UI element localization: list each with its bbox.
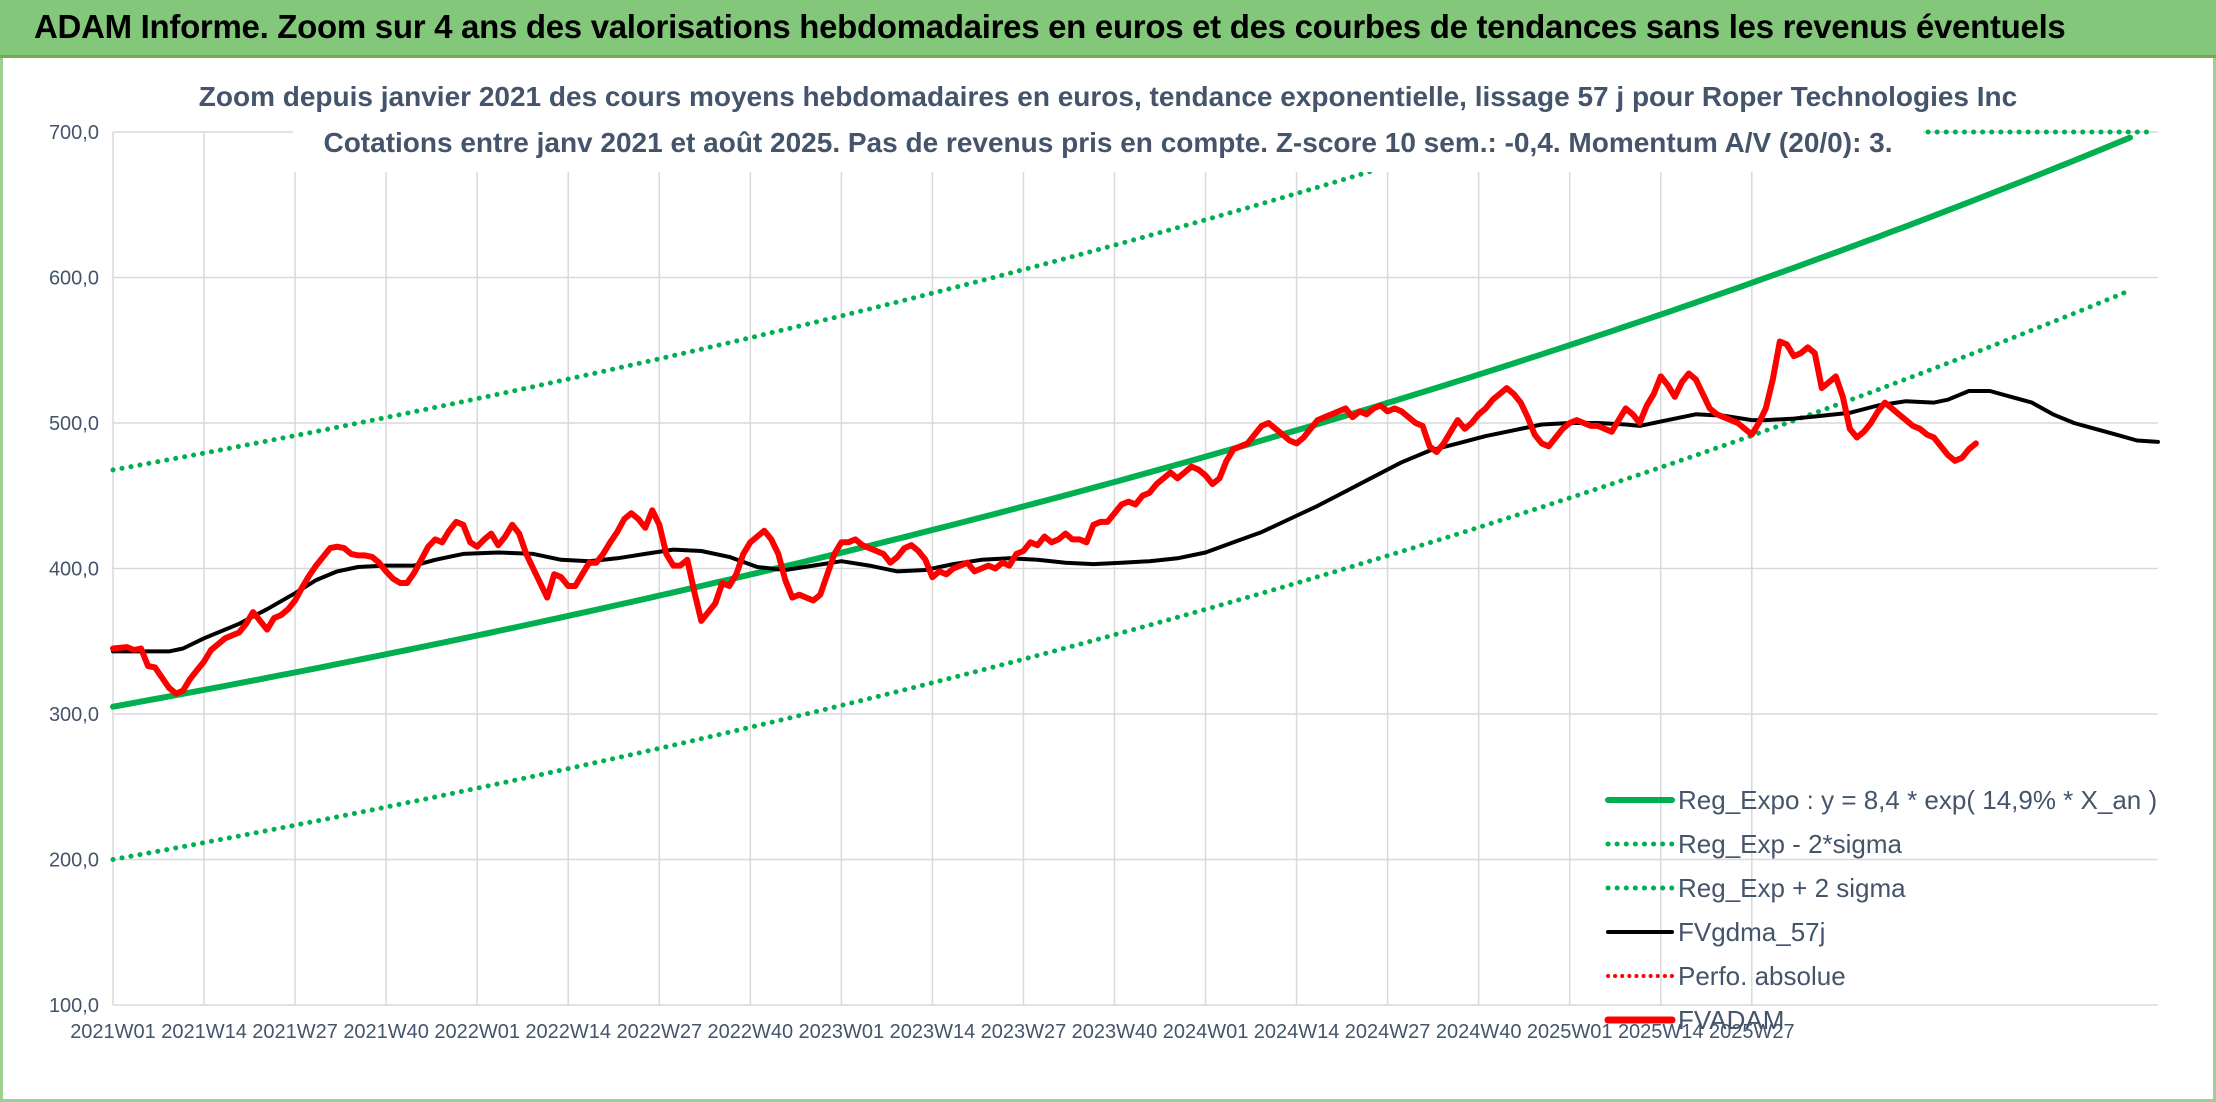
legend-label: Reg_Expo : y = 8,4 * exp( 14,9% * X_an )	[1678, 785, 2157, 815]
legend: Reg_Expo : y = 8,4 * exp( 14,9% * X_an )…	[1604, 785, 2157, 1035]
banner-title: ADAM Informe. Zoom sur 4 ans des valoris…	[34, 8, 2066, 45]
legend-label: Reg_Exp + 2 sigma	[1678, 873, 1906, 903]
x-tick-label: 2021W01	[70, 1021, 156, 1043]
x-tick-label: 2025W27	[1709, 1021, 1795, 1043]
moving-average-line	[111, 389, 2160, 654]
y-tick-label: 400,0	[49, 559, 99, 581]
x-tick-label: 2022W01	[434, 1021, 520, 1043]
x-tick-label: 2024W40	[1436, 1021, 1522, 1043]
y-tick-label: 600,0	[49, 268, 99, 290]
legend-label: FVgdma_57j	[1678, 917, 1825, 947]
axis-labels: 100,0 200,0 300,0 400,0 500,0 600,0 700,0 2021W…	[49, 122, 1795, 1043]
y-tick-label: 700,0	[49, 122, 99, 144]
x-tick-label: 2021W27	[252, 1021, 338, 1043]
grid-layer	[112, 131, 2158, 1006]
x-tick-label: 2021W40	[343, 1021, 429, 1043]
y-tick-label: 100,0	[49, 995, 99, 1017]
title-backdrop	[293, 60, 1923, 172]
legend-label: Reg_Exp - 2*sigma	[1678, 829, 1903, 859]
x-tick-label: 2024W27	[1345, 1021, 1431, 1043]
x-tick-label: 2024W01	[1163, 1021, 1249, 1043]
y-tick-label: 300,0	[49, 704, 99, 726]
y-tick-label: 500,0	[49, 413, 99, 435]
legend-label: Perfo. absolue	[1678, 961, 1846, 991]
legend-label: FVADAM	[1678, 1005, 1784, 1035]
title-layer: Zoom depuis janvier 2021 des cours moyen…	[199, 60, 2017, 172]
chart-svg: 100,0 200,0 300,0 400,0 500,0 600,0 700,0 2021W…	[49, 60, 2160, 1043]
chart-frame: 100,0 200,0 300,0 400,0 500,0 600,0 700,0 2021W…	[0, 58, 2216, 1102]
x-tick-label: 2025W01	[1527, 1021, 1613, 1043]
x-tick-label: 2022W14	[525, 1021, 611, 1043]
x-tick-label: 2024W14	[1254, 1021, 1340, 1043]
chart-title: Zoom depuis janvier 2021 des cours moyen…	[199, 81, 2017, 112]
x-tick-label: 2023W14	[890, 1021, 976, 1043]
top-banner: ADAM Informe. Zoom sur 4 ans des valoris…	[0, 0, 2216, 58]
x-tick-label: 2023W27	[981, 1021, 1067, 1043]
chart-subtitle: Cotations entre janv 2021 et août 2025. …	[323, 127, 1892, 158]
y-tick-label: 200,0	[49, 850, 99, 872]
upper-band-line	[110, 133, 1489, 473]
x-tick-label: 2022W27	[616, 1021, 702, 1043]
trend-line	[110, 134, 2133, 710]
series-layer	[110, 129, 2160, 862]
x-tick-label: 2025W14	[1618, 1021, 1704, 1043]
x-tick-label: 2021W14	[161, 1021, 247, 1043]
x-tick-label: 2023W01	[799, 1021, 885, 1043]
price-line	[110, 338, 1979, 697]
x-tick-label: 2022W40	[707, 1021, 793, 1043]
x-tick-label: 2023W40	[1072, 1021, 1158, 1043]
